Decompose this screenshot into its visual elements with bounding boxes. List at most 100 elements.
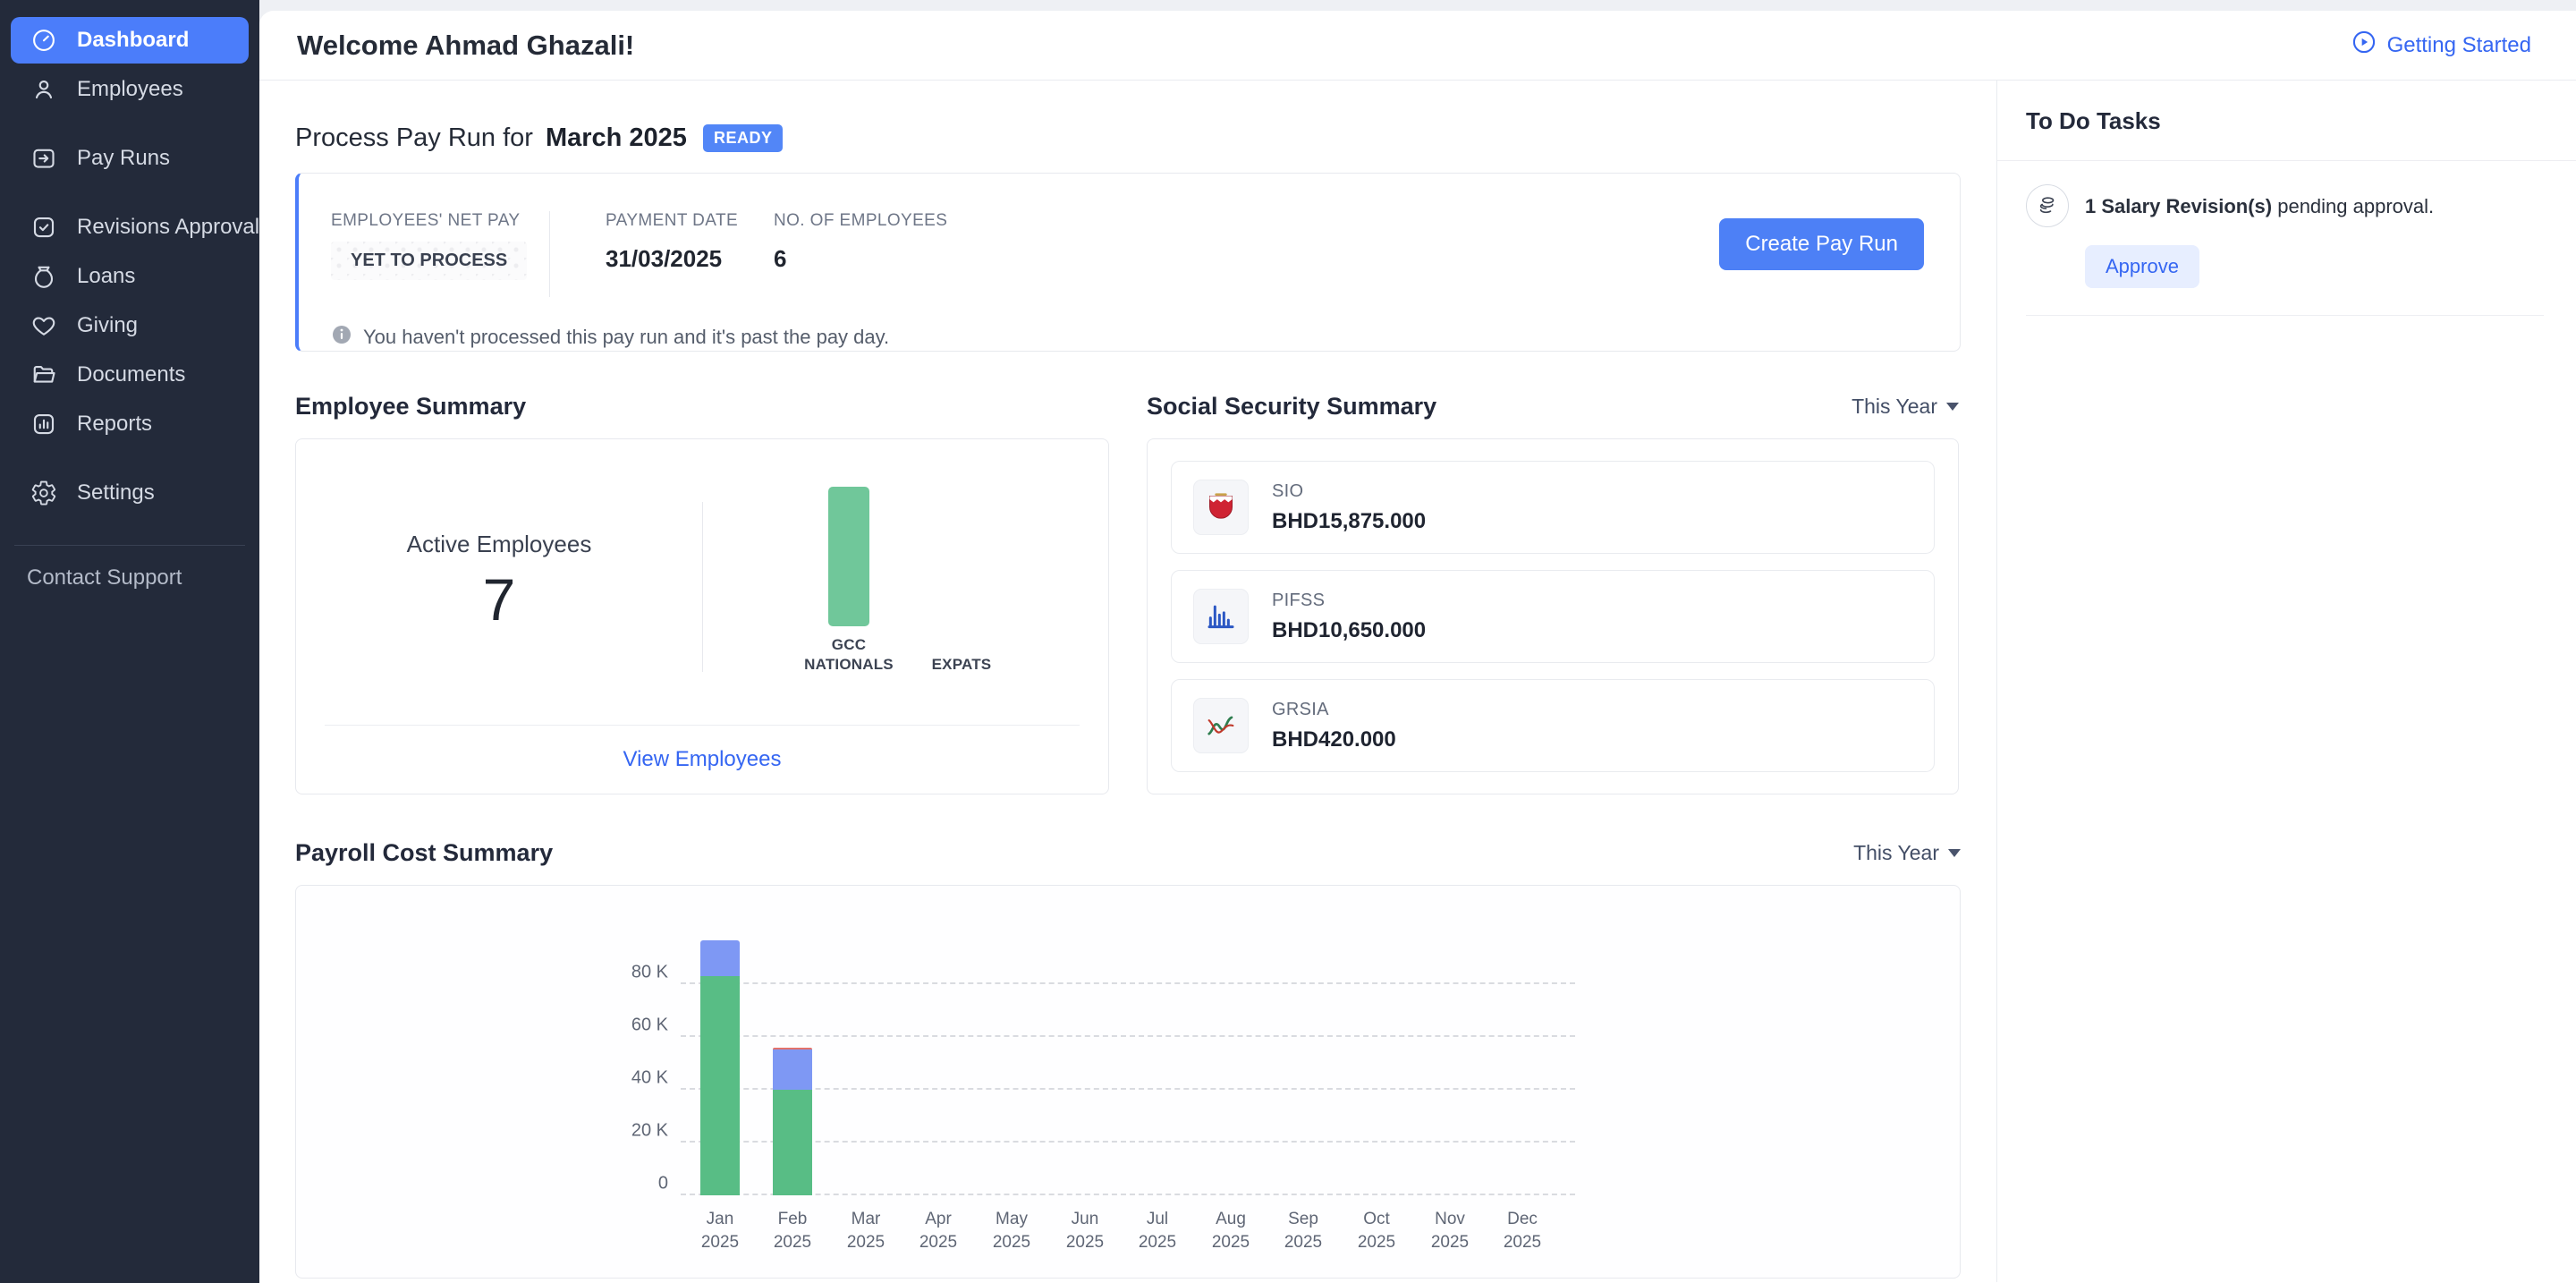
sidebar-item-label: Employees (77, 77, 183, 101)
net-pay-label: EMPLOYEES' NET PAY (331, 211, 521, 230)
bar-segment-green (773, 1090, 812, 1195)
sidebar-item-settings[interactable]: Settings (11, 470, 249, 516)
sidebar-nav: Dashboard Employees Pay Runs Revisions Appr… (0, 14, 259, 519)
employee-summary-section: Employee Summary Active Employees 7 GCC … (295, 393, 1109, 794)
social-security-value: BHD10,650.000 (1272, 617, 1427, 642)
sidebar-item-label: Revisions Approval (77, 215, 260, 239)
top-header: Welcome Ahmad Ghazali! Getting Started (259, 11, 2576, 81)
sidebar-item-pay-runs[interactable]: Pay Runs (11, 135, 249, 182)
social-security-section: Social Security Summary This Year SIO BHD… (1147, 393, 1959, 794)
payment-date-label: PAYMENT DATE (606, 211, 739, 230)
pay-run-title: Process Pay Run for March 2025 READY (295, 123, 1961, 153)
sidebar-item-revisions-approval[interactable]: Revisions Approval (11, 204, 259, 251)
vertical-divider (549, 211, 550, 297)
todo-list: 1 Salary Revision(s) pending approval. Ap… (1997, 161, 2576, 316)
documents-icon (30, 361, 57, 388)
x-axis-label: Nov 2025 (1430, 1210, 1470, 1252)
bar-area (828, 483, 869, 626)
sidebar-item-label: Dashboard (77, 28, 190, 52)
contact-support-link[interactable]: Contact Support (27, 565, 182, 590)
loans-icon (30, 263, 57, 290)
info-icon (331, 324, 352, 351)
sidebar: Dashboard Employees Pay Runs Revisions Appr… (0, 0, 259, 1283)
active-employees-label: Active Employees (406, 531, 592, 557)
sio-emblem-icon (1193, 480, 1249, 535)
x-axis-label: Dec 2025 (1503, 1210, 1542, 1252)
y-axis-tick: 60 K (631, 1015, 668, 1035)
todo-task: 1 Salary Revision(s) pending approval. Ap… (1997, 161, 2576, 316)
social-security-row: PIFSS BHD10,650.000 (1171, 570, 1935, 663)
payment-date-value: 31/03/2025 (606, 245, 723, 272)
create-pay-run-button[interactable]: Create Pay Run (1719, 218, 1924, 270)
y-axis-tick: 80 K (631, 962, 668, 982)
payroll-period-label: This Year (1853, 841, 1939, 864)
gridline (681, 1141, 1575, 1143)
ready-status-badge: READY (702, 124, 784, 152)
payroll-cost-card: 0 20 K 40 K 60 K 80 K Jan 2025 Feb 2025 Mar 2025 Ap… (295, 885, 1961, 1279)
revisions-approval-icon (30, 214, 57, 241)
dashboard-content: Process Pay Run for March 2025 READY EMP… (259, 81, 1996, 1282)
sidebar-item-loans[interactable]: Loans (11, 253, 249, 300)
settings-icon (30, 480, 57, 506)
social-security-texts: PIFSS BHD10,650.000 (1272, 591, 1426, 643)
sidebar-item-giving[interactable]: Giving (11, 302, 249, 349)
view-employees-link[interactable]: View Employees (623, 747, 782, 771)
x-axis-label: Oct 2025 (1357, 1210, 1396, 1252)
employees-icon (30, 76, 57, 103)
employee-summary-title: Employee Summary (295, 393, 527, 420)
sidebar-item-label: Reports (77, 412, 153, 436)
employee-summary-footer: View Employees (325, 725, 1080, 794)
pay-run-card-main: EMPLOYEES' NET PAY YET TO PROCESS PAYMEN… (331, 211, 1924, 297)
getting-started-link[interactable]: Getting Started (2351, 30, 2531, 61)
employee-type-slot: EXPATS (911, 503, 1012, 675)
sidebar-item-label: Settings (77, 480, 155, 505)
chevron-down-icon (1948, 849, 1961, 857)
active-employees-count: 7 (482, 566, 516, 633)
gridline (681, 1194, 1575, 1195)
employee-count-label: NO. OF EMPLOYEES (774, 211, 948, 230)
sidebar-item-label: Loans (77, 264, 136, 288)
payroll-chart-plot: 0 20 K 40 K 60 K 80 K Jan 2025 Feb 2025 Mar 2025 Ap… (631, 900, 1575, 1252)
main-panel: Welcome Ahmad Ghazali! Getting Started P… (259, 11, 2576, 1283)
sidebar-item-dashboard[interactable]: Dashboard (11, 17, 249, 64)
sidebar-item-employees[interactable]: Employees (11, 66, 249, 113)
reports-icon (30, 411, 57, 438)
x-axis-label: EXPATS (931, 655, 992, 673)
approve-button[interactable]: Approve (2085, 245, 2199, 288)
social-security-label: SIO (1272, 480, 1304, 501)
social-security-card: SIO BHD15,875.000 PIFSS BHD10,650.000 GRSIA B… (1147, 438, 1959, 794)
social-security-label: GRSIA (1272, 699, 1329, 719)
x-axis-label: Apr 2025 (919, 1210, 958, 1252)
pay-run-info-text: You haven't processed this pay run and i… (363, 326, 890, 348)
gridline (681, 1035, 1575, 1037)
payment-date-column: PAYMENT DATE 31/03/2025 (606, 211, 774, 273)
social-security-row: GRSIA BHD420.000 (1171, 679, 1935, 772)
social-security-period-label: This Year (1852, 395, 1937, 418)
sidebar-item-label: Pay Runs (77, 146, 171, 170)
vertical-divider (702, 502, 703, 672)
sidebar-item-label: Giving (77, 313, 139, 337)
sidebar-item-label: Documents (77, 362, 186, 387)
divider (2026, 315, 2544, 316)
social-security-period-filter[interactable]: This Year (1852, 395, 1959, 419)
sidebar-item-reports[interactable]: Reports (11, 401, 249, 447)
social-security-texts: GRSIA BHD420.000 (1272, 700, 1396, 752)
x-axis-label: Sep 2025 (1284, 1210, 1323, 1252)
employee-count-column: NO. OF EMPLOYEES 6 (774, 211, 970, 273)
x-axis-label: May 2025 (992, 1210, 1031, 1252)
social-security-title: Social Security Summary (1147, 393, 1437, 420)
active-employees-block: Active Employees 7 (296, 439, 702, 725)
x-axis-label: Aug 2025 (1211, 1210, 1250, 1252)
social-security-value: BHD420.000 (1272, 726, 1396, 752)
pay-run-info: You haven't processed this pay run and i… (331, 324, 1924, 351)
page-title: Welcome Ahmad Ghazali! (297, 29, 635, 61)
payroll-cost-header: Payroll Cost Summary This Year (295, 839, 1961, 867)
payroll-chart: 0 20 K 40 K 60 K 80 K Jan 2025 Feb 2025 Mar 2025 Ap… (296, 886, 1960, 1252)
social-security-value: BHD15,875.000 (1272, 508, 1427, 533)
employee-type-chart: GCC NATIONALS EXPATS (702, 439, 1108, 725)
payroll-period-filter[interactable]: This Year (1853, 841, 1961, 865)
chevron-down-icon (1946, 403, 1959, 411)
todo-panel: To Do Tasks 1 Salary Revision(s) pending… (1996, 81, 2576, 1282)
sidebar-item-documents[interactable]: Documents (11, 352, 249, 398)
